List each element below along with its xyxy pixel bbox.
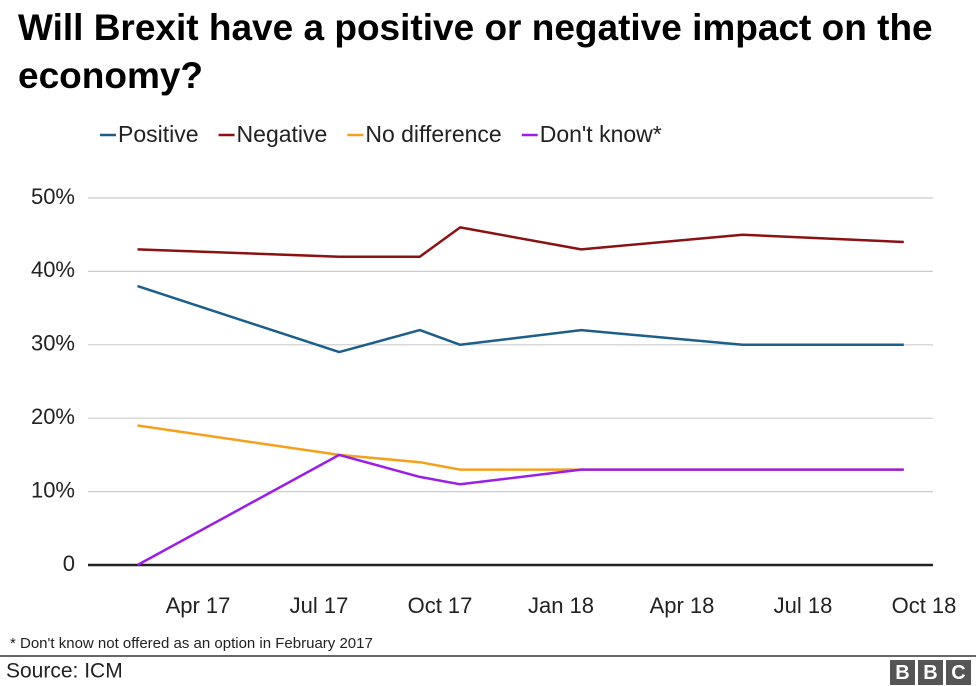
- chart-title: Will Brexit have a positive or negative …: [18, 7, 933, 96]
- x-tick-label: Jan 18: [528, 593, 594, 618]
- legend-label: Don't know*: [540, 121, 662, 147]
- x-tick-label: Oct 17: [408, 593, 473, 618]
- logo-letter: B: [923, 662, 937, 684]
- y-tick-label: 0: [63, 551, 75, 576]
- legend-label: No difference: [365, 121, 501, 147]
- y-tick-label: 50%: [31, 184, 75, 209]
- logo-box: [918, 660, 943, 685]
- x-tick-label: Apr 17: [166, 593, 231, 618]
- y-tick-label: 30%: [31, 331, 75, 356]
- logo-box: [890, 660, 915, 685]
- series-line: [137, 424, 904, 471]
- logo-box: [946, 660, 971, 685]
- series-line: [137, 226, 904, 258]
- logo-text: BBC: [0, 0, 2, 1]
- x-tick-label: Jul 17: [290, 593, 349, 618]
- y-tick-label: 20%: [31, 404, 75, 429]
- y-tick-label: 10%: [31, 477, 75, 502]
- x-tick-label: Apr 18: [650, 593, 715, 618]
- x-tick-label: Oct 18: [892, 593, 957, 618]
- x-tick-label: Jul 18: [774, 593, 833, 618]
- legend-label: Positive: [118, 121, 199, 147]
- footnote: * Don't know not offered as an option in…: [10, 635, 373, 652]
- logo-letter: B: [895, 662, 909, 684]
- y-tick-label: 40%: [31, 257, 75, 282]
- series-line: [137, 284, 904, 354]
- logo-letter: C: [951, 662, 965, 684]
- source: Source: ICM: [6, 660, 123, 683]
- series-line: [136, 453, 904, 567]
- legend-label: Negative: [237, 121, 328, 147]
